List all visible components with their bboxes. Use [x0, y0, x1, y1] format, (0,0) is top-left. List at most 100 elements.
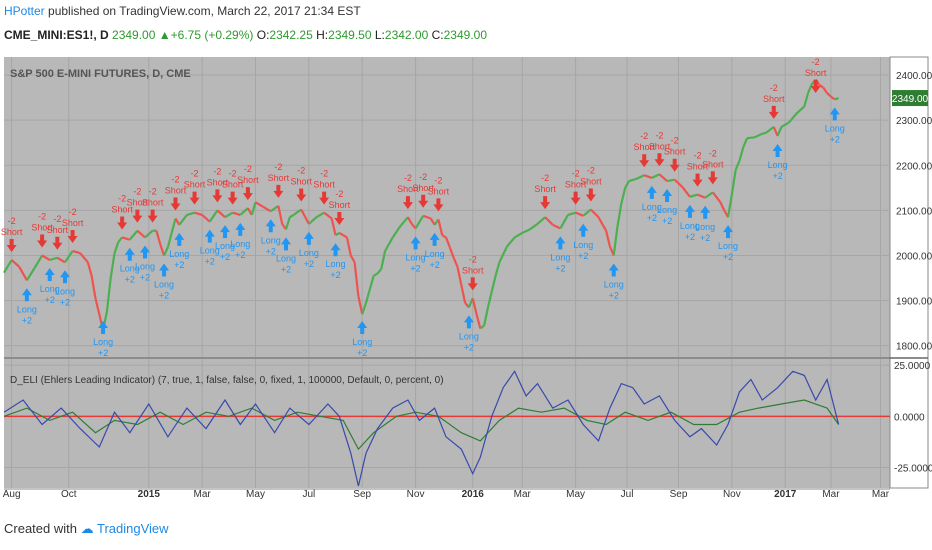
short-label: Short — [165, 186, 187, 196]
short-sub-label: -2 — [229, 169, 237, 179]
price-segment — [582, 208, 592, 217]
short-arrow-icon — [212, 189, 223, 203]
long-arrow-icon — [700, 205, 711, 219]
long-label: Long — [352, 337, 372, 347]
price-segment — [776, 126, 783, 137]
price-segment — [651, 173, 660, 179]
x-tick-label: Mar — [194, 489, 212, 500]
price-segment — [730, 169, 737, 195]
price-segment — [490, 275, 497, 292]
long-sub-label: +2 — [723, 252, 733, 262]
long-sub-label: +2 — [700, 233, 710, 243]
price-tick-label: 2200.00 — [896, 161, 932, 172]
short-label: Short — [313, 180, 335, 190]
price-segment — [353, 262, 360, 297]
short-sub-label: -2 — [469, 254, 477, 264]
price-segment — [830, 95, 836, 101]
price-segment — [765, 126, 775, 134]
price-tick-label: 1800.00 — [896, 342, 932, 353]
long-sub-label: +2 — [266, 246, 276, 256]
short-label: Short — [565, 180, 587, 190]
price-segment — [673, 178, 684, 188]
short-sub-label: -2 — [213, 166, 221, 176]
price-segment — [49, 256, 58, 262]
long-label: Long — [657, 205, 677, 215]
chart-title: S&P 500 E-MINI FUTURES, D, CME — [10, 68, 191, 80]
price-segment — [514, 231, 523, 239]
short-sub-label: -2 — [655, 130, 663, 140]
price-segment — [726, 194, 733, 218]
long-sub-label: +2 — [281, 264, 291, 274]
short-label: Short — [237, 175, 259, 185]
short-arrow-icon — [189, 191, 200, 205]
long-arrow-icon — [159, 263, 170, 277]
x-tick-label: May — [246, 489, 265, 500]
long-sub-label: +2 — [220, 252, 230, 262]
short-sub-label: -2 — [770, 83, 778, 93]
price-segment — [376, 268, 383, 275]
short-sub-label: -2 — [274, 162, 282, 172]
short-label: Short — [397, 184, 419, 194]
x-tick-label: Mar — [872, 489, 890, 500]
author-link[interactable]: HPotter — [4, 4, 45, 18]
price-segment — [536, 216, 546, 225]
close-label: C: — [431, 28, 444, 42]
short-sub-label: -2 — [133, 187, 141, 197]
price-segment — [270, 204, 280, 213]
x-tick-label: Mar — [822, 489, 840, 500]
long-label: Long — [215, 241, 235, 251]
long-label: Long — [120, 264, 140, 274]
long-arrow-icon — [463, 315, 474, 329]
price-axis-area — [889, 56, 929, 489]
price-tick-label: 2300.00 — [896, 116, 932, 127]
short-label: Short — [268, 173, 290, 183]
x-tick-label: Mar — [514, 489, 532, 500]
price-segment — [105, 277, 112, 313]
short-sub-label: -2 — [297, 165, 305, 175]
long-label: Long — [55, 286, 75, 296]
short-label: Short — [111, 204, 133, 214]
price-panel — [4, 57, 890, 357]
price-tick-label: 2000.00 — [896, 251, 932, 262]
long-sub-label: +2 — [830, 134, 840, 144]
short-sub-label: -2 — [8, 216, 16, 226]
price-segment — [483, 307, 490, 326]
short-sub-label: -2 — [149, 187, 157, 197]
short-arrow-icon — [117, 216, 128, 230]
long-label: Long — [573, 240, 593, 250]
short-label: Short — [687, 162, 709, 172]
short-arrow-icon — [467, 277, 478, 291]
price-segment — [330, 218, 337, 236]
price-segment — [289, 213, 295, 219]
price-segment — [72, 249, 81, 255]
indicator-tick-label: 25.0000 — [894, 361, 931, 372]
price-segment — [575, 211, 584, 217]
tradingview-brand[interactable]: TradingView — [97, 521, 169, 536]
short-label: Short — [805, 68, 827, 78]
price-segment — [460, 284, 467, 304]
price-segment — [636, 174, 645, 180]
long-sub-label: +2 — [205, 257, 215, 267]
price-segment — [166, 232, 173, 248]
price-tick-label: 2400.00 — [896, 71, 932, 82]
price-segment — [448, 246, 455, 259]
price-segment — [300, 208, 310, 225]
long-label: Long — [550, 252, 570, 262]
price-segment — [94, 298, 101, 315]
price-segment — [186, 211, 195, 216]
long-sub-label: +2 — [772, 171, 782, 181]
price-segment — [159, 243, 166, 256]
price-segment — [788, 112, 798, 124]
long-sub-label: +2 — [125, 275, 135, 285]
long-arrow-icon — [646, 185, 657, 199]
price-segment — [762, 131, 767, 135]
price-segment — [437, 219, 444, 236]
short-arrow-icon — [170, 197, 181, 211]
price-segment — [216, 209, 226, 218]
long-sub-label: +2 — [60, 297, 70, 307]
price-segment — [475, 313, 482, 329]
price-segment — [3, 259, 13, 274]
price-segment — [364, 289, 371, 304]
long-label: Long — [200, 246, 220, 256]
